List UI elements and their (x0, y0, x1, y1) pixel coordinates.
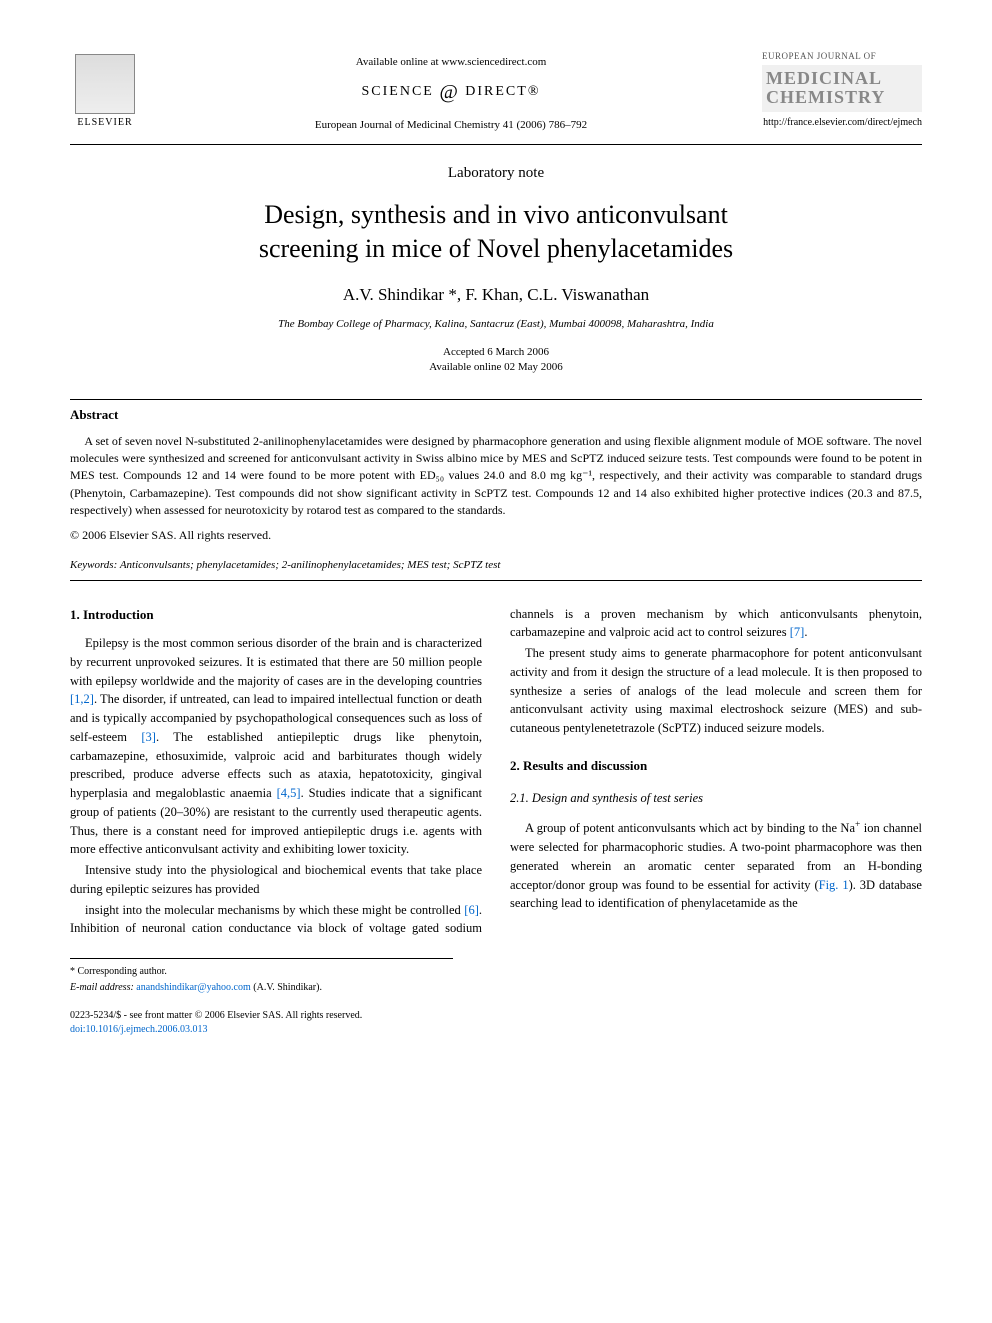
keywords-line: Keywords: Anticonvulsants; phenylacetami… (70, 558, 922, 573)
copyright-line: © 2006 Elsevier SAS. All rights reserved… (70, 527, 922, 544)
journal-url[interactable]: http://france.elsevier.com/direct/ejmech (762, 116, 922, 130)
article-title: Design, synthesis and in vivo anticonvul… (70, 198, 922, 266)
keywords-label: Keywords: (70, 559, 117, 571)
ref-link-7[interactable]: [7] (790, 625, 805, 639)
keywords-text: Anticonvulsants; phenylacetamides; 2-ani… (120, 559, 501, 571)
section-1-para-1: Epilepsy is the most common serious diso… (70, 634, 482, 859)
section-2-1-para-1: A group of potent anticonvulsants which … (510, 818, 922, 913)
header-rule (70, 144, 922, 145)
journal-logo-block: EUROPEAN JOURNAL OF MEDICINAL CHEMISTRY … (762, 50, 922, 130)
authors: A.V. Shindikar *, F. Khan, C.L. Viswanat… (70, 283, 922, 307)
publisher-logo: ELSEVIER (70, 50, 140, 130)
email-line: E-mail address: anandshindikar@yahoo.com… (70, 981, 453, 995)
section-2-1-heading: 2.1. Design and synthesis of test series (510, 789, 922, 808)
corresponding-author-block: * Corresponding author. E-mail address: … (70, 958, 453, 995)
publication-dates: Accepted 6 March 2006 Available online 0… (70, 345, 922, 376)
header-center: Available online at www.sciencedirect.co… (140, 50, 762, 134)
section-1-para-2: Intensive study into the physiological a… (70, 861, 482, 899)
fig-link-1[interactable]: Fig. 1 (819, 878, 849, 892)
doi-link[interactable]: doi:10.1016/j.ejmech.2006.03.013 (70, 1023, 922, 1037)
page-header: ELSEVIER Available online at www.science… (70, 50, 922, 134)
abstract-body: A set of seven novel N-substituted 2-ani… (70, 433, 922, 520)
article-type: Laboratory note (70, 163, 922, 184)
available-online-text: Available online at www.sciencedirect.co… (140, 55, 762, 70)
section-2-heading: 2. Results and discussion (510, 756, 922, 776)
journal-logo-main: MEDICINAL CHEMISTRY (762, 65, 922, 113)
journal-logo-top: EUROPEAN JOURNAL OF (762, 50, 922, 63)
ref-link-6[interactable]: [6] (464, 903, 479, 917)
issn-line: 0223-5234/$ - see front matter © 2006 El… (70, 1009, 922, 1023)
at-symbol-icon: @ (439, 78, 459, 106)
footer-bottom: 0223-5234/$ - see front matter © 2006 El… (70, 1009, 922, 1037)
abstract-top-rule (70, 399, 922, 400)
body-columns: 1. Introduction Epilepsy is the most com… (70, 605, 922, 939)
publisher-name: ELSEVIER (77, 116, 132, 130)
affiliation: The Bombay College of Pharmacy, Kalina, … (70, 317, 922, 332)
ref-link-3[interactable]: [3] (141, 730, 156, 744)
email-label: E-mail address: (70, 982, 134, 993)
sciencedirect-logo: SCIENCE @ DIRECT® (140, 78, 762, 106)
email-address[interactable]: anandshindikar@yahoo.com (136, 982, 250, 993)
ref-link-1-2[interactable]: [1,2] (70, 692, 94, 706)
section-1-para-4: The present study aims to generate pharm… (510, 644, 922, 738)
abstract-heading: Abstract (70, 406, 922, 424)
email-author-suffix: (A.V. Shindikar). (253, 982, 322, 993)
ref-link-4-5[interactable]: [4,5] (277, 786, 301, 800)
journal-citation: European Journal of Medicinal Chemistry … (140, 118, 762, 133)
corresponding-label: * Corresponding author. (70, 965, 453, 979)
section-1-heading: 1. Introduction (70, 605, 482, 625)
abstract-bottom-rule (70, 580, 922, 581)
elsevier-tree-icon (75, 54, 135, 114)
